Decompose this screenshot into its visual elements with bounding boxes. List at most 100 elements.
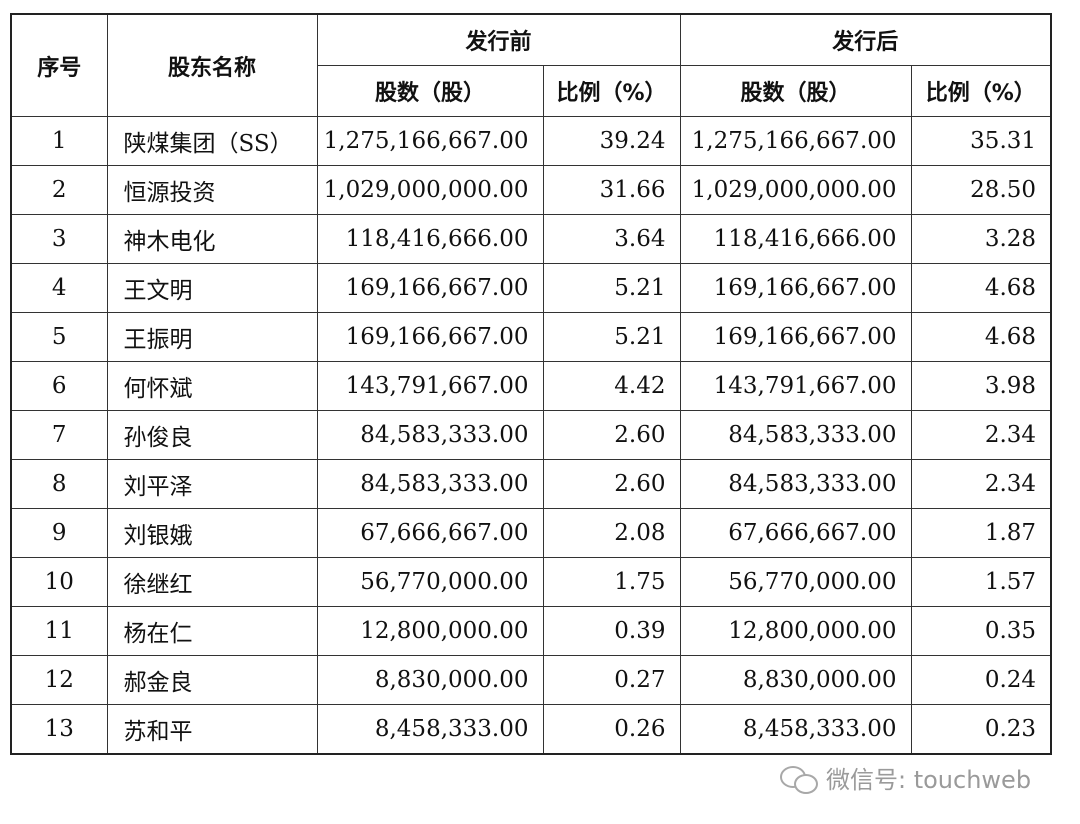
cell-before-ratio: 39.24 xyxy=(542,116,681,166)
cell-before-shares: 169,166,667.00 xyxy=(316,263,544,313)
cell-before-shares: 143,791,667.00 xyxy=(316,361,544,411)
cell-before-shares: 118,416,666.00 xyxy=(316,214,544,264)
cell-before-ratio: 0.26 xyxy=(542,704,681,755)
cell-name: 徐继红 xyxy=(106,557,318,607)
cell-name: 刘银娥 xyxy=(106,508,318,558)
cell-before-ratio: 3.64 xyxy=(542,214,681,264)
cell-name: 神木电化 xyxy=(106,214,318,264)
table-row: 4 王文明 169,166,667.00 5.21 169,166,667.00 4.68 xyxy=(10,263,1052,313)
table-row: 10 徐继红 56,770,000.00 1.75 56,770,000.00 1.57 xyxy=(10,557,1052,607)
table-row: 5 王振明 169,166,667.00 5.21 169,166,667.00 4.68 xyxy=(10,312,1052,362)
cell-after-ratio: 3.28 xyxy=(910,214,1052,264)
cell-after-ratio: 4.68 xyxy=(910,312,1052,362)
cell-after-ratio: 35.31 xyxy=(910,116,1052,166)
cell-before-shares: 1,275,166,667.00 xyxy=(316,116,544,166)
cell-index: 9 xyxy=(10,508,108,558)
cell-before-ratio: 2.08 xyxy=(542,508,681,558)
cell-before-ratio: 0.39 xyxy=(542,606,681,656)
header-row-1: 序号 股东名称 发行前 发行后 xyxy=(10,13,1052,117)
watermark-text: 微信号: touchweb xyxy=(826,766,1032,794)
cell-after-ratio: 1.57 xyxy=(910,557,1052,607)
table-row: 13 苏和平 8,458,333.00 0.26 8,458,333.00 0.23 xyxy=(10,704,1052,755)
cell-name: 王文明 xyxy=(106,263,318,313)
cell-index: 4 xyxy=(10,263,108,313)
header-before-shares: 股数（股） xyxy=(316,65,544,117)
cell-before-shares: 84,583,333.00 xyxy=(316,410,544,460)
cell-after-shares: 12,800,000.00 xyxy=(679,606,912,656)
cell-after-shares: 8,458,333.00 xyxy=(679,704,912,755)
header-after: 发行后 xyxy=(679,13,1052,66)
table-row: 9 刘银娥 67,666,667.00 2.08 67,666,667.00 1.87 xyxy=(10,508,1052,558)
cell-index: 12 xyxy=(10,655,108,705)
cell-index: 6 xyxy=(10,361,108,411)
cell-index: 13 xyxy=(10,704,108,755)
cell-name: 郝金良 xyxy=(106,655,318,705)
cell-name: 陕煤集团（SS） xyxy=(106,116,318,166)
table-row: 3 神木电化 118,416,666.00 3.64 118,416,666.00 3.2… xyxy=(10,214,1052,264)
cell-before-ratio: 5.21 xyxy=(542,263,681,313)
cell-index: 5 xyxy=(10,312,108,362)
cell-before-shares: 84,583,333.00 xyxy=(316,459,544,509)
cell-after-shares: 118,416,666.00 xyxy=(679,214,912,264)
cell-index: 10 xyxy=(10,557,108,607)
cell-after-ratio: 3.98 xyxy=(910,361,1052,411)
cell-index: 1 xyxy=(10,116,108,166)
cell-before-ratio: 31.66 xyxy=(542,165,681,215)
cell-before-ratio: 0.27 xyxy=(542,655,681,705)
cell-name: 杨在仁 xyxy=(106,606,318,656)
cell-before-ratio: 1.75 xyxy=(542,557,681,607)
cell-before-shares: 8,830,000.00 xyxy=(316,655,544,705)
cell-index: 11 xyxy=(10,606,108,656)
cell-before-ratio: 4.42 xyxy=(542,361,681,411)
cell-before-shares: 56,770,000.00 xyxy=(316,557,544,607)
cell-name: 苏和平 xyxy=(106,704,318,755)
table-row: 1 陕煤集团（SS） 1,275,166,667.00 39.24 1,275,166,… xyxy=(10,116,1052,166)
cell-after-shares: 1,029,000,000.00 xyxy=(679,165,912,215)
header-before: 发行前 xyxy=(316,13,681,66)
table-row: 11 杨在仁 12,800,000.00 0.39 12,800,000.00 0.35 xyxy=(10,606,1052,656)
cell-index: 8 xyxy=(10,459,108,509)
cell-after-ratio: 0.24 xyxy=(910,655,1052,705)
cell-index: 7 xyxy=(10,410,108,460)
cell-after-shares: 169,166,667.00 xyxy=(679,312,912,362)
cell-after-shares: 84,583,333.00 xyxy=(679,410,912,460)
cell-after-ratio: 2.34 xyxy=(910,410,1052,460)
cell-after-ratio: 0.35 xyxy=(910,606,1052,656)
watermark: 微信号: touchweb xyxy=(780,760,1031,795)
cell-before-shares: 67,666,667.00 xyxy=(316,508,544,558)
cell-after-ratio: 28.50 xyxy=(910,165,1052,215)
cell-index: 3 xyxy=(10,214,108,264)
cell-before-shares: 12,800,000.00 xyxy=(316,606,544,656)
cell-after-shares: 169,166,667.00 xyxy=(679,263,912,313)
cell-name: 何怀斌 xyxy=(106,361,318,411)
cell-before-ratio: 2.60 xyxy=(542,410,681,460)
cell-after-ratio: 0.23 xyxy=(910,704,1052,755)
header-name: 股东名称 xyxy=(106,13,318,117)
cell-after-shares: 143,791,667.00 xyxy=(679,361,912,411)
cell-index: 2 xyxy=(10,165,108,215)
cell-after-shares: 84,583,333.00 xyxy=(679,459,912,509)
table-row: 2 恒源投资 1,029,000,000.00 31.66 1,029,000,000.… xyxy=(10,165,1052,215)
header-before-ratio: 比例（%） xyxy=(542,65,681,117)
cell-before-shares: 169,166,667.00 xyxy=(316,312,544,362)
cell-name: 恒源投资 xyxy=(106,165,318,215)
cell-name: 王振明 xyxy=(106,312,318,362)
cell-before-shares: 8,458,333.00 xyxy=(316,704,544,755)
header-after-shares: 股数（股） xyxy=(679,65,912,117)
cell-after-shares: 56,770,000.00 xyxy=(679,557,912,607)
table-body: 1 陕煤集团（SS） 1,275,166,667.00 39.24 1,275,166,… xyxy=(10,116,1052,755)
wechat-icon xyxy=(780,764,818,794)
cell-before-ratio: 2.60 xyxy=(542,459,681,509)
cell-after-ratio: 2.34 xyxy=(910,459,1052,509)
cell-after-ratio: 1.87 xyxy=(910,508,1052,558)
shareholder-table: 序号 股东名称 发行前 发行后 股数（股） 比例（%） 股数（股） 比例（%） … xyxy=(10,13,1053,755)
cell-after-shares: 67,666,667.00 xyxy=(679,508,912,558)
cell-name: 孙俊良 xyxy=(106,410,318,460)
cell-before-shares: 1,029,000,000.00 xyxy=(316,165,544,215)
cell-name: 刘平泽 xyxy=(106,459,318,509)
table-row: 6 何怀斌 143,791,667.00 4.42 143,791,667.00 3.98 xyxy=(10,361,1052,411)
cell-after-shares: 8,830,000.00 xyxy=(679,655,912,705)
header-index: 序号 xyxy=(10,13,108,117)
table-row: 8 刘平泽 84,583,333.00 2.60 84,583,333.00 2.34 xyxy=(10,459,1052,509)
cell-after-shares: 1,275,166,667.00 xyxy=(679,116,912,166)
